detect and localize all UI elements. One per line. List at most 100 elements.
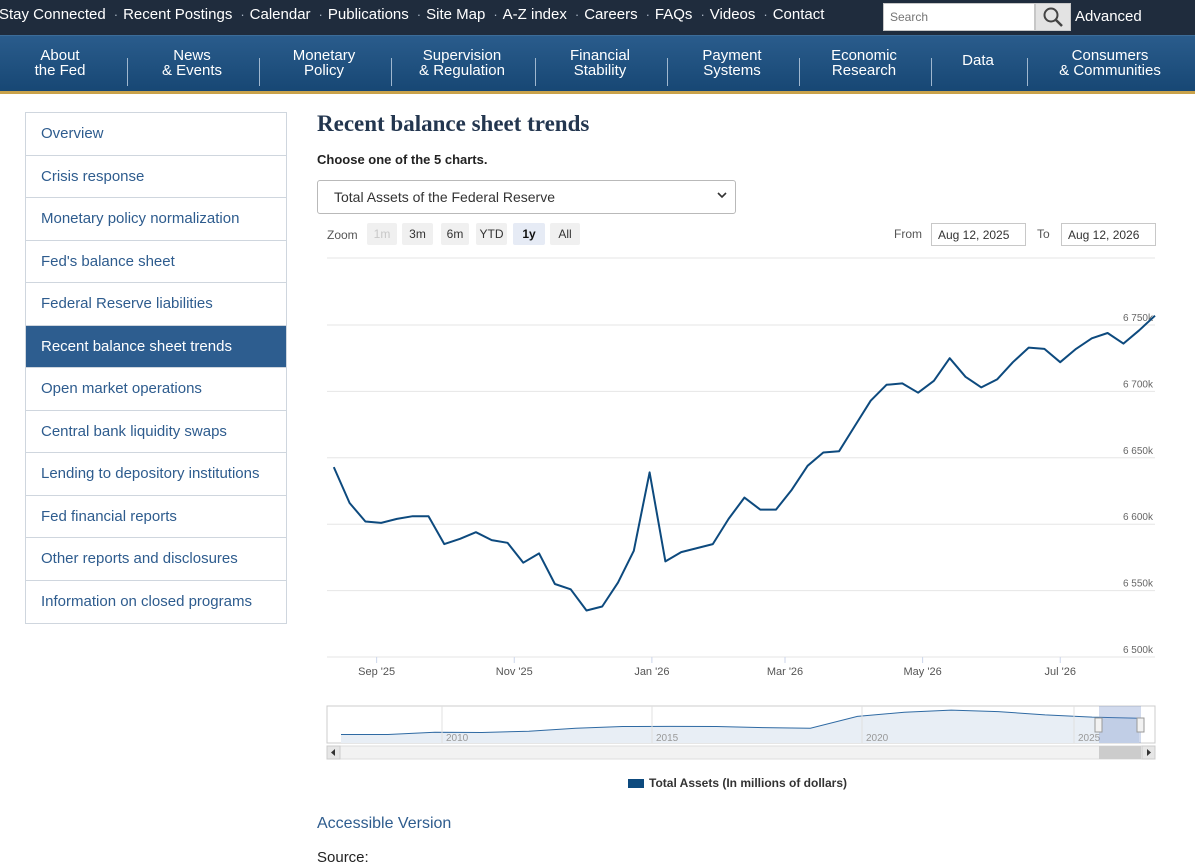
navigator-line <box>341 709 1140 735</box>
nav-item-about[interactable]: About the Fed <box>0 48 130 78</box>
utility-separator: · <box>763 7 768 22</box>
zoom-label: Zoom <box>327 228 358 242</box>
nav-item-line: & Communities <box>1059 62 1161 79</box>
utility-link-faqs[interactable]: FAQs <box>654 6 693 23</box>
navigator-tick-label: 2020 <box>866 733 889 744</box>
y-tick-label: 6 600k <box>1123 512 1154 523</box>
nav-item-line: & Events <box>161 62 223 79</box>
sidebar-item-monetary-policy-normalization[interactable]: Monetary policy normalization <box>26 198 286 241</box>
utility-link-a-z-index[interactable]: A-Z index <box>502 6 567 23</box>
nav-item-line: Policy <box>303 62 344 79</box>
nav-item-line: Consumers <box>1071 47 1149 64</box>
sidebar-item-crisis-response[interactable]: Crisis response <box>26 156 286 198</box>
balance-sheet-chart: 6 500k 6 550k 6 600k 6 650k 6 700k 6 750k Sep … <box>326 257 1156 760</box>
sidebar-item-fed-financial-reports[interactable]: Fed financial reports <box>26 496 286 538</box>
nav-item-line: Systems <box>703 62 761 79</box>
to-date-input[interactable]: Aug 12, 2026 <box>1061 223 1156 246</box>
utility-link-publications[interactable]: Publications <box>327 6 409 23</box>
nav-divider <box>931 58 932 86</box>
sidebar-nav: Overview Crisis response Monetary policy n… <box>25 112 287 624</box>
navigator-area <box>341 710 1139 743</box>
y-tick-label: 6 550k <box>1123 579 1154 590</box>
utility-link-calendar[interactable]: Calendar <box>249 6 311 23</box>
chart-chooser-label: Choose one of the 5 charts. <box>317 152 488 167</box>
utility-link-contact[interactable]: Contact <box>772 6 825 23</box>
zoom-ytd-button[interactable]: YTD <box>476 223 507 245</box>
y-tick-label: 6 650k <box>1123 446 1154 457</box>
nav-item-line: News <box>173 47 211 64</box>
nav-item-line: Research <box>831 62 897 79</box>
sidebar-item-fed-s-balance-sheet[interactable]: Fed's balance sheet <box>26 241 286 283</box>
x-tick-label: May '26 <box>904 666 942 678</box>
nav-item-news[interactable]: News & Events <box>122 48 262 78</box>
nav-item-economic[interactable]: Economic Research <box>794 48 934 78</box>
nav-divider <box>667 58 668 86</box>
utility-separator: · <box>416 7 422 22</box>
nav-item-consumers[interactable]: Consumers & Communities <box>1040 48 1180 78</box>
nav-item-supervision[interactable]: Supervision & Regulation <box>392 48 532 78</box>
nav-item-line: the Fed <box>34 62 86 79</box>
zoom-6m-button[interactable]: 6m <box>441 223 469 245</box>
utility-link-stay-connected[interactable]: Stay Connected <box>0 6 106 23</box>
nav-divider <box>799 58 800 86</box>
nav-item-payment[interactable]: Payment Systems <box>662 48 802 78</box>
sidebar-item-information-on-closed-programs[interactable]: Information on closed programs <box>41 592 252 610</box>
nav-item-line: Supervision <box>422 47 502 64</box>
utility-separator: · <box>113 7 119 22</box>
nav-item-line: Monetary <box>292 47 356 64</box>
sidebar-item-recent-balance-sheet-trends[interactable]: Recent balance sheet trends <box>26 325 286 368</box>
utility-link-videos[interactable]: Videos <box>709 6 756 23</box>
legend-swatch <box>628 778 644 788</box>
search-button[interactable] <box>1035 3 1071 31</box>
advanced-search-link[interactable]: Advanced <box>1075 8 1142 25</box>
source-label: Source: <box>317 849 369 866</box>
navigator-tick-label: 2025 <box>1078 733 1101 744</box>
navigator-selection <box>1099 706 1141 743</box>
chart-legend[interactable]: Total Assets (In millions of dollars) <box>628 776 847 790</box>
zoom-all-button[interactable]: All <box>550 223 580 245</box>
nav-item-line: Stability <box>573 62 627 79</box>
main-nav: About the Fed News & Events Monetary Policy Su… <box>0 35 1195 91</box>
sidebar-item-open-market-operations[interactable]: Open market operations <box>26 368 286 411</box>
navigator-handle-right <box>1136 717 1145 733</box>
chart-select-value: Total Assets of the Federal Reserve <box>334 189 555 205</box>
page-title: Recent balance sheet trends <box>317 111 590 136</box>
chart-select[interactable]: Total Assets of the Federal Reserve <box>317 180 736 214</box>
sidebar-item-other-reports-and-disclosures[interactable]: Other reports and disclosures <box>26 538 286 581</box>
nav-divider <box>259 58 260 86</box>
to-label: To <box>1037 227 1050 241</box>
x-tick-label: Nov '25 <box>496 666 533 678</box>
navigator-handle-left <box>1094 717 1103 733</box>
accessible-version-link[interactable]: Accessible Version <box>317 815 452 832</box>
nav-divider <box>127 58 128 86</box>
series-line-total-assets <box>332 314 1156 612</box>
utility-link-careers[interactable]: Careers <box>584 6 638 23</box>
zoom-1y-button[interactable]: 1y <box>513 223 545 245</box>
utility-link-site-map[interactable]: Site Map <box>426 6 486 23</box>
sidebar-item-lending-to-depository-institutions[interactable]: Lending to depository institutions <box>26 453 286 496</box>
navigator-tick-label: 2015 <box>656 733 679 744</box>
scrollbar-track <box>326 745 1156 760</box>
from-date-input[interactable]: Aug 12, 2025 <box>931 223 1026 246</box>
sidebar-item-overview[interactable]: Overview <box>26 113 286 156</box>
nav-accent-line <box>0 91 1195 94</box>
arrow-left-icon <box>331 749 335 756</box>
nav-item-monetary[interactable]: Monetary Policy <box>254 48 394 78</box>
nav-divider <box>391 58 392 86</box>
sidebar-item-federal-reserve-liabilities[interactable]: Federal Reserve liabilities <box>26 283 286 326</box>
nav-item-data[interactable]: Data <box>908 53 1048 68</box>
zoom-1m-button[interactable]: 1m <box>367 223 397 245</box>
utility-bar: Stay Connected · Recent Postings · Calendar ·… <box>0 0 1195 35</box>
x-tick-label: Mar '26 <box>767 666 803 678</box>
nav-item-financial[interactable]: Financial Stability <box>530 48 670 78</box>
sidebar-item-central-bank-liquidity-swaps[interactable]: Central bank liquidity swaps <box>26 411 286 453</box>
scrollbar-thumb <box>1099 746 1141 759</box>
utility-separator: · <box>493 7 498 22</box>
utility-separator: · <box>318 7 323 22</box>
nav-item-line: Data <box>962 52 994 69</box>
nav-item-line: About <box>40 47 80 64</box>
zoom-3m-button[interactable]: 3m <box>402 223 433 245</box>
y-tick-label: 6 750k <box>1123 313 1154 324</box>
search-input[interactable] <box>883 3 1035 31</box>
utility-link-recent-postings[interactable]: Recent Postings <box>123 6 233 23</box>
